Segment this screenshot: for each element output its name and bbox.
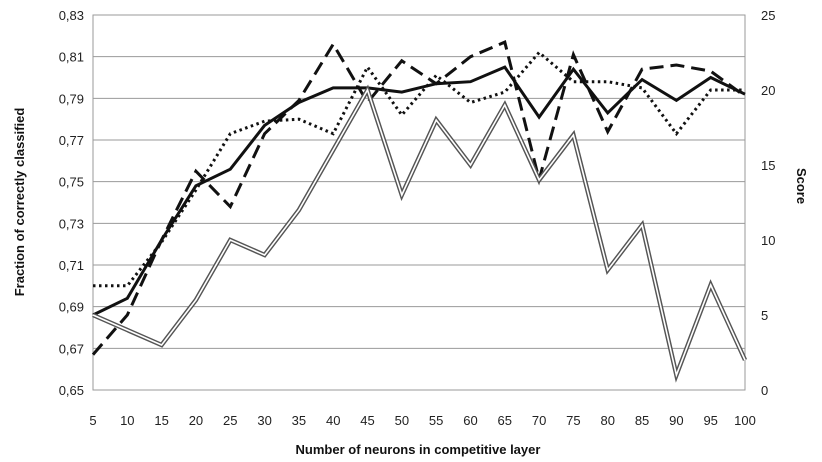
left-y-tick-labels: 0,65 0,67 0,69 0,71 0,73 0,75 0,77 0,79 0,81 0,83	[59, 8, 84, 398]
series-line-double-inner	[92, 88, 746, 378]
x-tick-label: 45	[360, 413, 374, 428]
series-line-dashed	[91, 40, 746, 356]
series-line-dotted	[93, 50, 745, 288]
right-y-tick-label: 15	[761, 158, 775, 173]
right-y-tick-label: 10	[761, 233, 775, 248]
x-tick-label: 90	[669, 413, 683, 428]
series-line-solid	[92, 65, 746, 317]
x-tick-label: 100	[734, 413, 756, 428]
x-tick-label: 85	[635, 413, 649, 428]
x-tick-label: 60	[463, 413, 477, 428]
x-tick-label: 35	[292, 413, 306, 428]
right-y-tick-label: 5	[761, 308, 768, 323]
left-y-tick-label: 0,79	[59, 91, 84, 106]
right-y-tick-label: 20	[761, 83, 775, 98]
right-y-tick-labels: 0 5 10 15 20 25	[761, 8, 775, 398]
right-y-tick-label: 0	[761, 383, 768, 398]
left-y-tick-label: 0,81	[59, 50, 84, 65]
left-y-tick-label: 0,71	[59, 258, 84, 273]
left-y-axis-title: Fraction of correctly classified	[12, 108, 27, 297]
left-y-tick-label: 0,67	[59, 341, 84, 356]
right-y-axis-title: Score	[794, 168, 809, 204]
x-tick-label: 80	[601, 413, 615, 428]
x-tick-label: 65	[498, 413, 512, 428]
x-tick-label: 95	[703, 413, 717, 428]
plot-frame	[92, 14, 746, 391]
x-tick-label: 40	[326, 413, 340, 428]
x-tick-label: 10	[120, 413, 134, 428]
left-y-tick-label: 0,77	[59, 133, 84, 148]
x-axis-title: Number of neurons in competitive layer	[296, 442, 541, 457]
left-y-tick-label: 0,73	[59, 216, 84, 231]
left-y-tick-label: 0,75	[59, 175, 84, 190]
left-y-tick-label: 0,69	[59, 300, 84, 315]
left-y-tick-label: 0,83	[59, 8, 84, 23]
x-tick-label: 20	[189, 413, 203, 428]
series-line-double	[92, 84, 748, 383]
x-tick-label: 5	[89, 413, 96, 428]
left-y-tick-label: 0,65	[59, 383, 84, 398]
x-tick-label: 30	[257, 413, 271, 428]
series-lines	[91, 40, 748, 383]
x-tick-label: 55	[429, 413, 443, 428]
x-tick-labels: 5 10 15 20 25 30 35 40 45 50 55 60 65 70 75 80 85 90 95 100	[89, 413, 755, 428]
x-tick-label: 70	[532, 413, 546, 428]
x-tick-label: 75	[566, 413, 580, 428]
x-tick-label: 15	[154, 413, 168, 428]
right-y-tick-label: 25	[761, 8, 775, 23]
x-tick-label: 50	[395, 413, 409, 428]
x-tick-label: 25	[223, 413, 237, 428]
